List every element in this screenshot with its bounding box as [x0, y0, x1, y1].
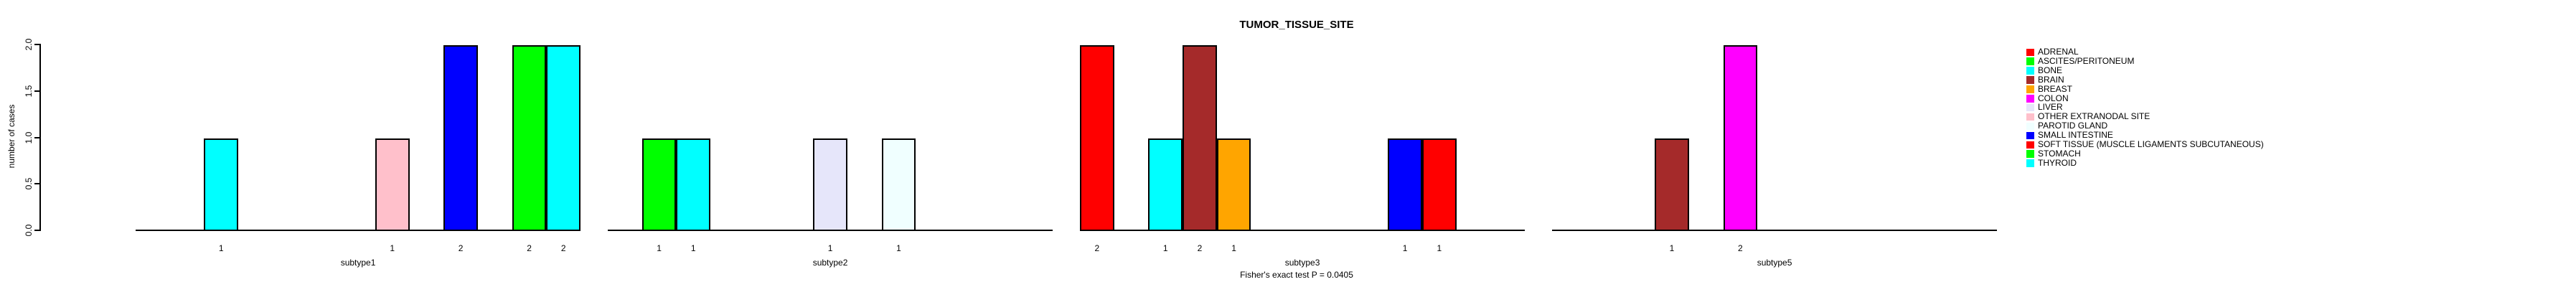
bar-subtype2-bone — [676, 138, 711, 231]
legend-label-other-extranodal-site: OTHER EXTRANODAL SITE — [2038, 111, 2150, 122]
legend-label-bone: BONE — [2038, 65, 2063, 75]
x-axis-line-subtype5 — [1552, 230, 1998, 231]
legend-label-thyroid: THYROID — [2038, 157, 2077, 168]
bar-subtype1-bone — [204, 138, 239, 231]
bar-count-label: 2 — [1094, 243, 1100, 253]
group-label-subtype1: subtype1 — [340, 258, 376, 268]
group-label-subtype2: subtype2 — [812, 258, 848, 268]
legend-swatch-brain — [2026, 76, 2034, 84]
y-axis-title: number of cases — [6, 104, 17, 169]
bar-count-label: 1 — [690, 243, 696, 253]
bar-count-label: 2 — [458, 243, 464, 253]
legend-swatch-soft-tissue-muscle-ligaments-subcutaneous — [2026, 141, 2034, 149]
group-label-subtype3: subtype3 — [1284, 258, 1320, 268]
legend-swatch-small-intestine — [2026, 131, 2034, 140]
legend-swatch-adrenal — [2026, 48, 2034, 56]
bar-subtype3-adrenal — [1080, 45, 1114, 231]
y-axis-tick — [34, 183, 39, 185]
legend-swatch-stomach — [2026, 150, 2034, 158]
bar-subtype1-small-intestine — [443, 45, 478, 231]
legend-label-soft-tissue-muscle-ligaments-subcutaneous: SOFT TISSUE (MUSCLE LIGAMENTS SUBCUTANEO… — [2038, 139, 2264, 149]
legend-swatch-parotid-gland — [2026, 122, 2034, 131]
legend-label-small-intestine: SMALL INTESTINE — [2038, 130, 2113, 141]
y-axis-tick-label: 0.5 — [24, 177, 34, 190]
y-axis-tick — [34, 230, 39, 231]
bar-count-label: 1 — [1162, 243, 1168, 253]
bar-subtype2-parotid-gland — [881, 138, 916, 231]
x-axis-line-subtype1 — [136, 230, 581, 231]
legend-label-liver: LIVER — [2038, 102, 2063, 113]
bar-count-label: 1 — [896, 243, 901, 253]
legend-swatch-colon — [2026, 95, 2034, 103]
group-label-subtype5: subtype5 — [1757, 258, 1792, 268]
bar-count-label: 2 — [527, 243, 532, 253]
bar-subtype3-breast — [1216, 138, 1251, 231]
legend-label-breast: BREAST — [2038, 83, 2073, 94]
y-axis-tick-label: 0.0 — [24, 224, 34, 237]
bar-count-label: 1 — [1231, 243, 1236, 253]
chart-title: TUMOR_TISSUE_SITE — [1239, 19, 1354, 31]
y-axis-tick-label: 1.5 — [24, 85, 34, 98]
y-axis-tick — [34, 44, 39, 45]
bar-subtype3-small-intestine — [1388, 138, 1422, 231]
y-axis-tick — [34, 90, 39, 92]
legend-swatch-other-extranodal-site — [2026, 113, 2034, 121]
legend-label-brain: BRAIN — [2038, 74, 2064, 85]
bar-subtype3-soft-tissue-muscle-ligaments-subcutaneous — [1422, 138, 1457, 231]
legend-swatch-thyroid — [2026, 159, 2034, 167]
y-axis-line — [39, 44, 41, 231]
fisher-test-caption: Fisher's exact test P = 0.0405 — [1240, 270, 1353, 280]
bar-subtype5-brain — [1655, 138, 1689, 231]
bar-count-label: 1 — [657, 243, 662, 253]
bar-count-label: 2 — [1738, 243, 1743, 253]
bar-count-label: 1 — [218, 243, 224, 253]
legend-swatch-ascites-peritoneum — [2026, 57, 2034, 65]
legend-swatch-bone — [2026, 67, 2034, 75]
legend-swatch-liver — [2026, 103, 2034, 112]
legend-label-adrenal: ADRENAL — [2038, 47, 2079, 57]
y-axis-tick-label: 1.0 — [24, 131, 34, 144]
bar-subtype1-stomach — [512, 45, 547, 231]
bar-count-label: 2 — [1197, 243, 1203, 253]
bar-count-label: 1 — [1437, 243, 1442, 253]
bar-count-label: 1 — [1402, 243, 1408, 253]
bar-subtype5-colon — [1723, 45, 1758, 231]
bar-subtype1-thyroid — [546, 45, 581, 231]
legend-swatch-breast — [2026, 85, 2034, 93]
bar-subtype1-other-extranodal-site — [375, 138, 410, 231]
x-axis-line-subtype3 — [1080, 230, 1526, 231]
bar-count-label: 1 — [390, 243, 395, 253]
bar-subtype3-bone — [1148, 138, 1183, 231]
y-axis-tick — [34, 136, 39, 138]
legend-label-stomach: STOMACH — [2038, 148, 2081, 159]
legend-label-ascites-peritoneum: ASCITES/PERITONEUM — [2038, 55, 2135, 66]
bar-count-label: 1 — [827, 243, 833, 253]
bar-subtype3-brain — [1183, 45, 1217, 231]
bar-subtype2-liver — [813, 138, 847, 231]
y-axis-tick-label: 2.0 — [24, 38, 34, 51]
legend-label-parotid-gland: PAROTID GLAND — [2038, 121, 2108, 131]
bar-subtype2-ascites-peritoneum — [641, 138, 677, 231]
bar-count-label: 1 — [1669, 243, 1675, 253]
bar-count-label: 2 — [560, 243, 566, 253]
legend-label-colon: COLON — [2038, 93, 2069, 103]
